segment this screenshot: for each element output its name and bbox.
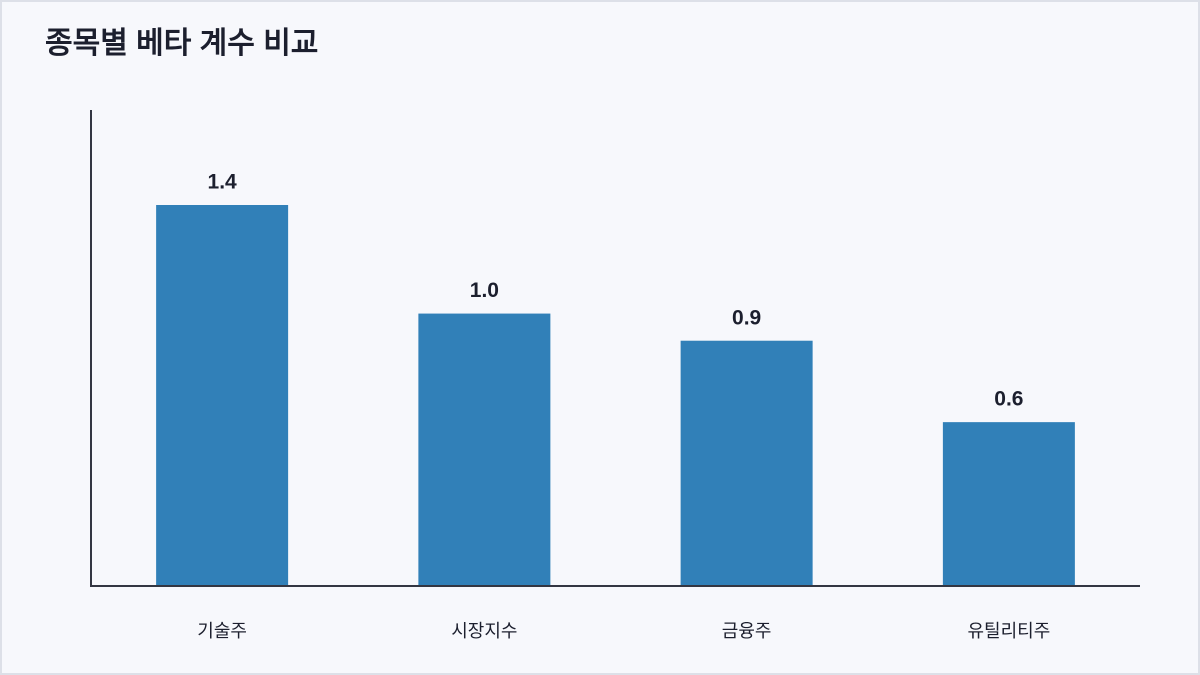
bar xyxy=(680,340,813,585)
value-label: 0.6 xyxy=(994,388,1023,411)
chart-title: 종목별 베타 계수 비교 xyxy=(45,27,318,60)
value-label: 1.4 xyxy=(208,171,238,194)
x-tick-label: 유틸리티주 xyxy=(967,621,1050,641)
value-label: 1.0 xyxy=(470,279,499,302)
x-tick-label: 시장지수 xyxy=(451,621,517,641)
value-label: 0.9 xyxy=(732,306,761,329)
bar xyxy=(942,422,1075,585)
x-tick-label: 기술주 xyxy=(197,621,247,641)
bar xyxy=(156,205,289,585)
x-tick-label: 금융주 xyxy=(722,621,772,641)
bar xyxy=(418,313,551,585)
